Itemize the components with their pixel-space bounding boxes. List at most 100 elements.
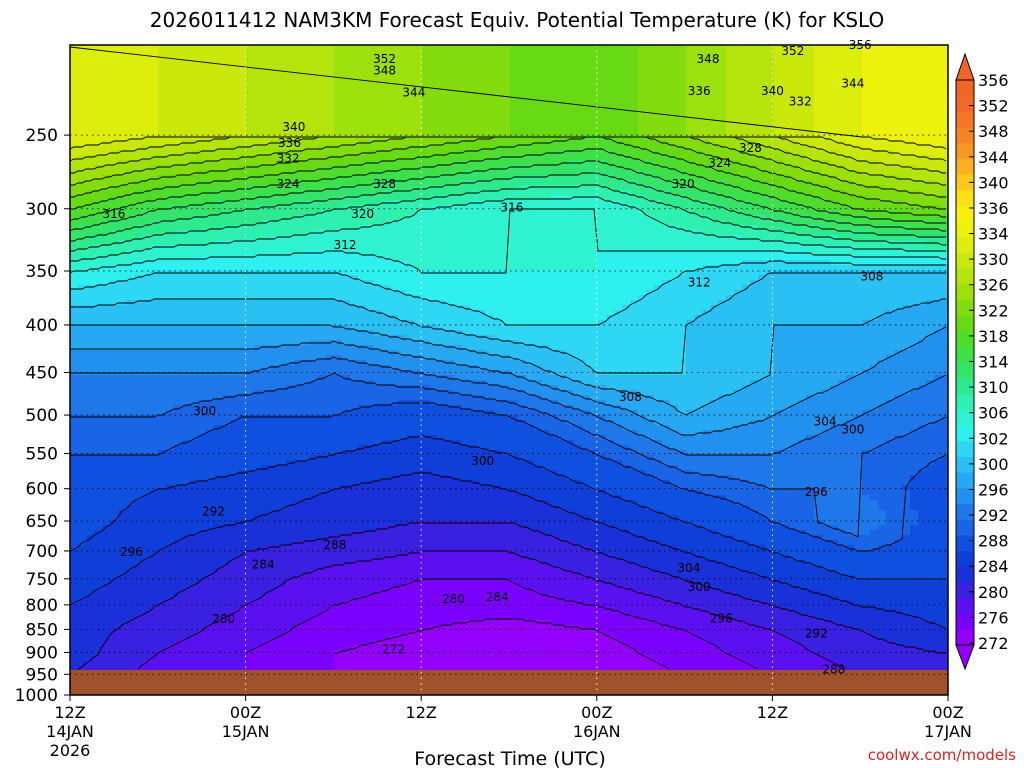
field-cell <box>86 400 95 406</box>
field-cell <box>326 110 335 116</box>
field-cell <box>198 380 207 386</box>
field-cell <box>254 70 263 76</box>
field-cell <box>206 165 215 171</box>
field-cell <box>278 430 287 436</box>
field-cell <box>110 340 119 346</box>
field-cell <box>366 495 375 501</box>
field-cell <box>198 620 207 626</box>
field-cell <box>286 510 295 516</box>
field-cell <box>190 455 199 461</box>
field-cell <box>142 625 151 631</box>
field-cell <box>358 230 367 236</box>
field-cell <box>142 200 151 206</box>
field-cell <box>342 410 351 416</box>
field-cell <box>286 560 295 566</box>
field-cell <box>214 115 223 121</box>
field-cell <box>254 500 263 506</box>
field-cell <box>158 390 167 396</box>
field-cell <box>246 525 255 531</box>
field-cell <box>230 375 239 381</box>
field-cell <box>302 490 311 496</box>
field-cell <box>86 130 95 136</box>
field-cell <box>94 140 103 146</box>
field-cell <box>230 55 239 61</box>
field-cell <box>246 325 255 331</box>
field-cell <box>270 640 279 646</box>
field-cell <box>70 635 79 641</box>
field-cell <box>150 400 159 406</box>
field-cell <box>94 60 103 66</box>
field-cell <box>206 460 215 466</box>
field-cell <box>366 535 375 541</box>
field-cell <box>254 300 263 306</box>
field-cell <box>150 230 159 236</box>
field-cell <box>350 310 359 316</box>
field-cell <box>262 625 271 631</box>
field-cell <box>126 175 135 181</box>
field-cell <box>222 70 231 76</box>
field-cell <box>262 65 271 71</box>
field-cell <box>350 600 359 606</box>
field-cell <box>358 220 367 226</box>
field-cell <box>134 500 143 506</box>
field-cell <box>102 490 111 496</box>
field-cell <box>222 665 231 671</box>
field-cell <box>190 570 199 576</box>
field-cell <box>310 345 319 351</box>
field-cell <box>198 105 207 111</box>
field-cell <box>110 250 119 256</box>
field-cell <box>70 70 79 76</box>
field-cell <box>302 220 311 226</box>
field-cell <box>86 90 95 96</box>
field-cell <box>374 65 383 71</box>
field-cell <box>222 45 231 51</box>
field-cell <box>166 475 175 481</box>
field-cell <box>382 130 391 136</box>
field-cell <box>238 495 247 501</box>
field-cell <box>230 630 239 636</box>
field-cell <box>382 45 391 51</box>
field-cell <box>166 500 175 506</box>
field-cell <box>374 455 383 461</box>
field-cell <box>150 260 159 266</box>
field-cell <box>230 430 239 436</box>
field-cell <box>270 575 279 581</box>
field-cell <box>78 410 87 416</box>
field-cell <box>382 270 391 276</box>
field-cell <box>118 275 127 281</box>
field-cell <box>190 365 199 371</box>
field-cell <box>302 280 311 286</box>
field-cell <box>326 220 335 226</box>
field-cell <box>198 530 207 536</box>
field-cell <box>334 50 343 56</box>
field-cell <box>166 210 175 216</box>
field-cell <box>174 300 183 306</box>
field-cell <box>214 455 223 461</box>
field-cell <box>198 495 207 501</box>
field-cell <box>294 510 303 516</box>
field-cell <box>254 285 263 291</box>
field-cell <box>318 315 327 321</box>
field-cell <box>326 540 335 546</box>
field-cell <box>190 85 199 91</box>
field-cell <box>174 585 183 591</box>
field-cell <box>254 385 263 391</box>
field-cell <box>382 400 391 406</box>
field-cell <box>358 275 367 281</box>
field-cell <box>230 330 239 336</box>
field-cell <box>198 615 207 621</box>
field-cell <box>246 255 255 261</box>
field-cell <box>86 150 95 156</box>
field-cell <box>326 595 335 601</box>
field-cell <box>142 220 151 226</box>
field-cell <box>78 565 87 571</box>
field-cell <box>310 415 319 421</box>
field-cell <box>286 295 295 301</box>
field-cell <box>278 125 287 131</box>
field-cell <box>158 530 167 536</box>
field-cell <box>254 75 263 81</box>
field-cell <box>134 470 143 476</box>
field-cell <box>270 195 279 201</box>
field-cell <box>182 335 191 341</box>
field-cell <box>150 405 159 411</box>
